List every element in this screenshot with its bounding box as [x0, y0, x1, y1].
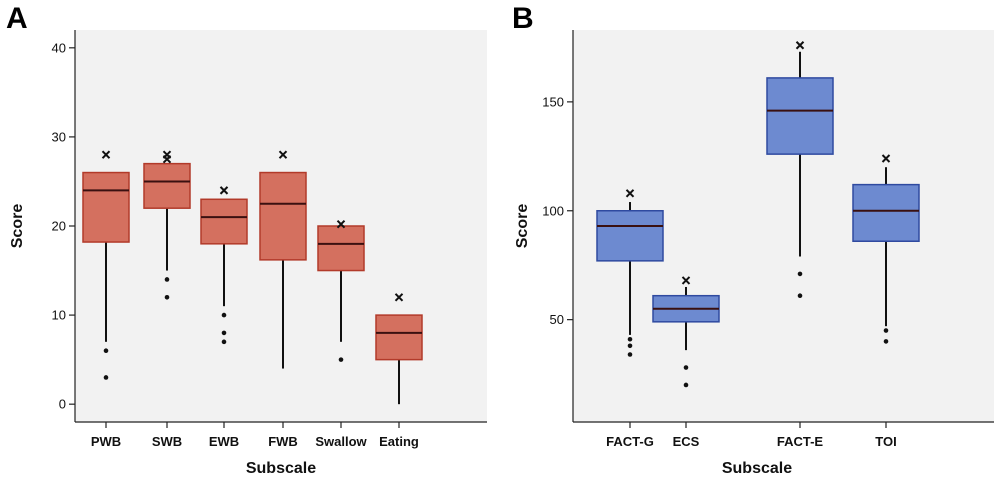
panel-a-swallow-box	[317, 225, 365, 272]
panel-b-fact-g-outlier-point	[627, 352, 633, 357]
panel-a-fwb-extreme-mark	[278, 150, 288, 159]
panel-b-toi-extreme-mark	[881, 154, 891, 163]
panel-a-swb-outlier-point	[164, 277, 170, 282]
panel-b-toi-outlier-point	[883, 328, 889, 333]
panel-a-swb-x-tick-label: SWB	[152, 434, 182, 449]
panel-b-toi-x-tick-label: TOI	[875, 434, 896, 449]
panel-a: A Subscale Score 0 10 20 30 40 PWB SWB EWB FWB Sw…	[6, 2, 487, 477]
panel-b-fact-g-extreme-point	[625, 189, 635, 198]
panel-b-y-tick-label: 50	[550, 312, 564, 327]
panel-b-fact-e-extreme-point	[795, 41, 805, 50]
panel-a-eating-box	[375, 314, 423, 361]
panel-b-fact-e-extreme-mark	[795, 41, 805, 50]
panel-b-ecs-extreme-mark	[681, 276, 691, 285]
panel-a-pwb-box	[82, 171, 130, 243]
panel-a-pwb-outlier-point	[103, 375, 109, 380]
panel-a-ewb-extreme-point	[219, 186, 229, 195]
panel-a-swb-extreme-mark	[162, 154, 172, 164]
panel-a-ewb-x-tick-label: EWB	[209, 434, 239, 449]
panel-a-ewb-box	[200, 198, 248, 245]
panel-a-ewb-outlier-point	[221, 339, 227, 345]
panel-b-x-axis-title: Subscale	[722, 460, 792, 477]
panel-a-fwb-box	[259, 171, 307, 261]
panel-b-fact-g-box	[596, 210, 664, 262]
panel-b-fact-e-x-tick-label: FACT-E	[777, 434, 824, 449]
panel-a-ewb-extreme-mark	[219, 186, 229, 195]
panel-a-pwb-extreme-mark	[101, 150, 111, 159]
panel-a-pwb-outlier-point	[103, 348, 109, 354]
panel-a-eating-x-tick-label: Eating	[379, 434, 419, 449]
panel-a-swallow-extreme-mark	[336, 220, 346, 229]
panel-b-fact-e-box	[766, 77, 834, 155]
panel-a-y-tick-label: 40	[52, 40, 66, 55]
panel-b-fact-g-x-tick-label: FACT-G	[606, 434, 654, 449]
panel-a-x-axis-title: Subscale	[246, 460, 316, 477]
panel-b-toi-box	[852, 183, 920, 242]
panel-b-label: B	[512, 2, 534, 35]
panel-b-ecs-x-tick-label: ECS	[673, 434, 700, 449]
panel-a-swb-box	[143, 162, 191, 209]
panel-a-y-axis-title: Score	[9, 204, 26, 249]
panel-b-toi-extreme-point	[881, 154, 891, 163]
panel-b-y-tick-label: 100	[542, 203, 564, 218]
panel-a-ewb-outlier-point	[221, 312, 227, 318]
panel-a-y-tick-label: 20	[52, 219, 66, 234]
panel-a-fwb-extreme-point	[278, 150, 288, 159]
panel-b-y-axis-title: Score	[514, 204, 531, 249]
panel-b-ecs-outlier-point	[683, 382, 689, 388]
panel-a-eating-extreme-mark	[394, 293, 404, 302]
panel-a-ewb-outlier-point	[221, 330, 227, 336]
panel-a-swb-extreme-point	[162, 154, 172, 164]
panel-b-ecs-extreme-point	[681, 276, 691, 285]
panel-a-swallow-outlier-point	[338, 357, 344, 362]
panel-a-label: A	[6, 2, 28, 35]
panel-a-y-tick-label: 30	[52, 129, 66, 144]
panel-a-swallow-extreme-point	[336, 220, 346, 229]
panel-a-swallow-x-tick-label: Swallow	[315, 434, 367, 449]
panel-b-y-tick-label: 150	[542, 94, 564, 109]
panel-b-fact-g-outlier-point	[627, 343, 633, 349]
panel-b: B Subscale Score 50 100 150 FACT-G ECS FACT-E…	[512, 2, 994, 477]
panel-a-eating-extreme-point	[394, 293, 404, 302]
panel-a-pwb-extreme-point	[101, 150, 111, 159]
panel-a-swb-outlier-point	[164, 294, 170, 300]
panel-b-ecs-outlier-point	[683, 365, 689, 370]
panel-b-fact-g-extreme-mark	[625, 189, 635, 198]
panel-a-y-tick-label: 0	[59, 397, 66, 412]
panel-b-fact-g-outlier-point	[627, 336, 633, 342]
panel-b-toi-outlier-point	[883, 339, 889, 344]
panel-a-pwb-x-tick-label: PWB	[91, 434, 121, 449]
panel-a-fwb-x-tick-label: FWB	[268, 434, 298, 449]
panel-b-fact-e-outlier-point	[797, 293, 803, 298]
panel-b-fact-e-outlier-point	[797, 271, 803, 277]
panel-a-y-tick-label: 10	[52, 308, 66, 323]
